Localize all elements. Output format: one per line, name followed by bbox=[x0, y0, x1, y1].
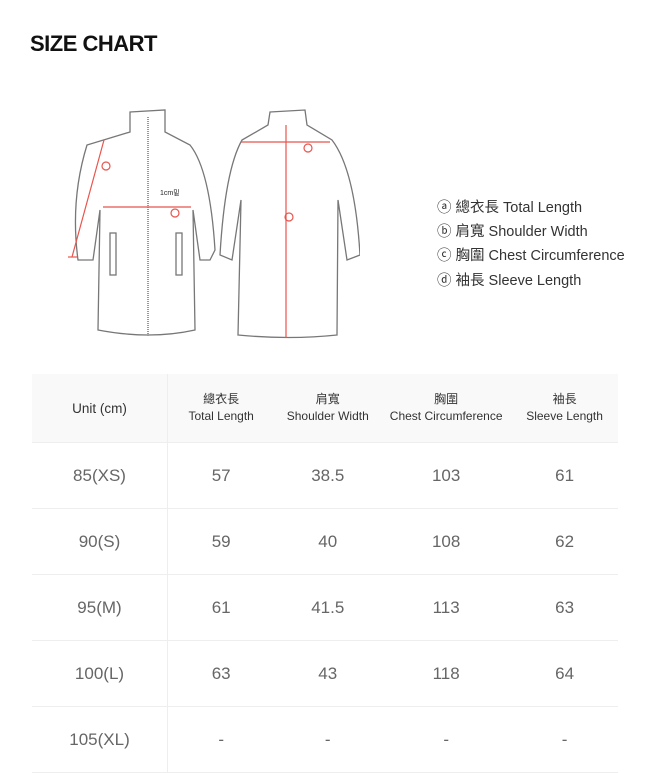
coat-back-illustration bbox=[219, 109, 360, 339]
legend-item-shoulder-width: ⓑ 肩寬 Shoulder Width bbox=[437, 224, 588, 241]
coat-front-illustration: 1cm밑 bbox=[68, 109, 216, 337]
value-cell: 41.5 bbox=[274, 574, 382, 641]
size-cell: 105(XL) bbox=[32, 706, 168, 773]
header-shoulder-width: 肩寬 Shoulder Width bbox=[274, 374, 382, 443]
value-cell: 64 bbox=[511, 640, 618, 707]
legend-item-total-length: ⓐ 總衣長 Total Length bbox=[437, 200, 583, 216]
size-cell: 85(XS) bbox=[32, 442, 168, 509]
value-cell: 61 bbox=[167, 574, 275, 641]
value-cell: 103 bbox=[381, 442, 512, 509]
value-cell: 62 bbox=[511, 508, 618, 575]
value-cell: 57 bbox=[167, 442, 275, 509]
unit-header: Unit (cm) bbox=[32, 374, 168, 443]
table-row: 105(XL) - - - - bbox=[32, 706, 618, 773]
value-cell: 118 bbox=[381, 640, 512, 707]
page-title: SIZE CHART bbox=[30, 31, 158, 56]
table-row: 90(S) 59 40 108 62 bbox=[32, 508, 618, 575]
value-cell: 43 bbox=[274, 640, 382, 707]
table-row: 85(XS) 57 38.5 103 61 bbox=[32, 442, 618, 509]
header-sleeve-length: 袖長 Sleeve Length bbox=[511, 374, 618, 443]
table-header-row: Unit (cm) 總衣長 Total Length 肩寬 Shoulder Wid… bbox=[32, 374, 618, 443]
legend-item-sleeve-length: ⓓ 袖長 Sleeve Length bbox=[437, 272, 582, 289]
measurement-legend: ⓐ 總衣長 Total Length ⓑ 肩寬 Shoulder Width ⓒ… bbox=[437, 196, 625, 293]
header-total-length: 總衣長 Total Length bbox=[167, 374, 275, 443]
value-cell: 61 bbox=[511, 442, 618, 509]
size-table: Unit (cm) 總衣長 Total Length 肩寬 Shoulder Wid… bbox=[32, 374, 618, 773]
size-cell: 100(L) bbox=[32, 640, 168, 707]
header-chest: 胸圍 Chest Circumference bbox=[381, 374, 512, 443]
value-cell: - bbox=[381, 706, 512, 773]
value-cell: - bbox=[511, 706, 618, 773]
value-cell: 113 bbox=[381, 574, 512, 641]
note-label: 1cm밑 bbox=[160, 189, 180, 197]
coat-measurement-diagram: 1cm밑 bbox=[68, 109, 360, 339]
value-cell: 59 bbox=[167, 508, 275, 575]
value-cell: 63 bbox=[511, 574, 618, 641]
value-cell: 38.5 bbox=[274, 442, 382, 509]
value-cell: - bbox=[274, 706, 382, 773]
table-row: 100(L) 63 43 118 64 bbox=[32, 640, 618, 707]
table-row: 95(M) 61 41.5 113 63 bbox=[32, 574, 618, 641]
value-cell: 40 bbox=[274, 508, 382, 575]
value-cell: 63 bbox=[167, 640, 275, 707]
value-cell: 108 bbox=[381, 508, 512, 575]
size-cell: 95(M) bbox=[32, 574, 168, 641]
value-cell: - bbox=[167, 706, 275, 773]
size-cell: 90(S) bbox=[32, 508, 168, 575]
legend-item-chest: ⓒ 胸圍 Chest Circumference bbox=[437, 248, 625, 265]
